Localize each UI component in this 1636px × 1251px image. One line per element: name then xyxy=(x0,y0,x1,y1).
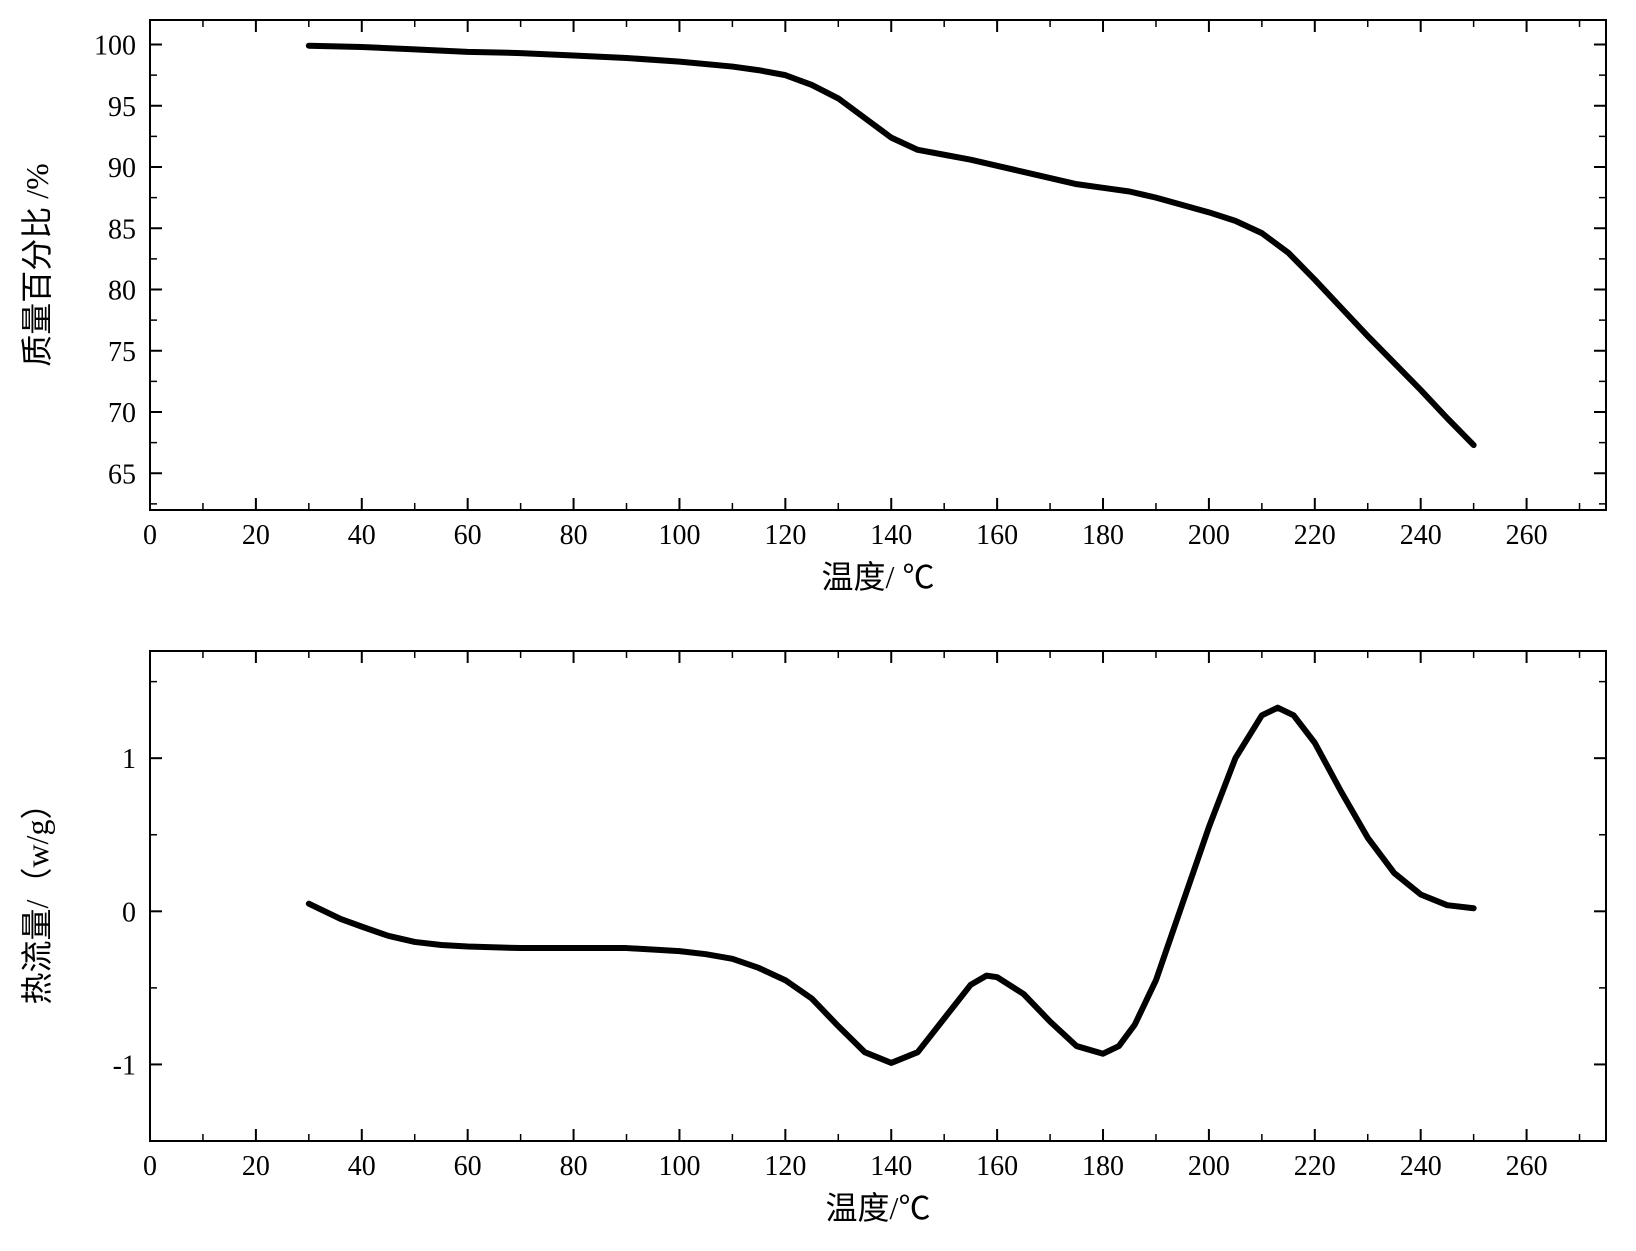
dsc-x-ticks xyxy=(150,651,1580,1141)
dsc-panel: 0 20 40 60 80 100 120 140 160 180 200 220 240 260 -1 0… xyxy=(0,626,1636,1251)
svg-text:80: 80 xyxy=(108,276,136,307)
tga-x-tick-labels: 0 20 40 60 80 100 120 140 160 180 200 220 240 260 xyxy=(143,520,1548,551)
svg-text:95: 95 xyxy=(108,92,136,123)
dsc-y-axis-title: 热流量/（w/g） xyxy=(19,787,55,1004)
dsc-x-axis-title: 温度/℃ xyxy=(826,1190,931,1226)
dsc-plot-border xyxy=(150,651,1606,1141)
svg-text:180: 180 xyxy=(1082,520,1124,551)
svg-text:80: 80 xyxy=(560,1151,588,1182)
dsc-y-ticks xyxy=(150,681,1606,1140)
svg-text:220: 220 xyxy=(1294,1151,1336,1182)
svg-text:120: 120 xyxy=(764,520,806,551)
svg-text:200: 200 xyxy=(1188,1151,1230,1182)
svg-text:0: 0 xyxy=(143,520,157,551)
svg-text:100: 100 xyxy=(658,520,700,551)
dsc-y-tick-labels: -1 0 1 xyxy=(113,744,136,1081)
chart-stack: 020406080100120140160180200220240260 657… xyxy=(0,0,1636,1251)
svg-text:65: 65 xyxy=(108,459,136,490)
tga-panel: 0 20 40 60 80 100 120 140 160 180 200 220 240 260 65 7… xyxy=(0,0,1636,626)
svg-text:20: 20 xyxy=(242,520,270,551)
svg-text:-1: -1 xyxy=(113,1050,136,1081)
tga-svg: 0 20 40 60 80 100 120 140 160 180 200 220 240 260 65 7… xyxy=(0,0,1636,625)
svg-text:60: 60 xyxy=(454,1151,482,1182)
svg-text:1: 1 xyxy=(122,744,136,775)
svg-text:120: 120 xyxy=(764,1151,806,1182)
svg-text:180: 180 xyxy=(1082,1151,1124,1182)
svg-text:100: 100 xyxy=(94,31,136,62)
tga-plot-border xyxy=(150,20,1606,510)
dsc-series-line xyxy=(309,707,1474,1062)
tga-series-line xyxy=(309,46,1474,445)
svg-text:60: 60 xyxy=(454,520,482,551)
svg-text:40: 40 xyxy=(348,1151,376,1182)
svg-text:90: 90 xyxy=(108,153,136,184)
svg-text:140: 140 xyxy=(870,520,912,551)
svg-text:260: 260 xyxy=(1506,1151,1548,1182)
svg-text:75: 75 xyxy=(108,337,136,368)
svg-text:70: 70 xyxy=(108,398,136,429)
svg-text:220: 220 xyxy=(1294,520,1336,551)
svg-text:0: 0 xyxy=(143,1151,157,1182)
svg-text:160: 160 xyxy=(976,1151,1018,1182)
tga-x-ticks xyxy=(150,20,1580,510)
svg-text:100: 100 xyxy=(658,1151,700,1182)
tga-y-axis-title: 质量百分比 /% xyxy=(19,163,55,367)
tga-x-axis-title: 温度/ ℃ xyxy=(822,559,935,595)
svg-text:260: 260 xyxy=(1506,520,1548,551)
svg-text:200: 200 xyxy=(1188,520,1230,551)
svg-text:160: 160 xyxy=(976,520,1018,551)
tga-y-tick-labels: 65 70 75 80 85 90 95 100 xyxy=(94,31,136,491)
svg-text:20: 20 xyxy=(242,1151,270,1182)
tga-y-ticks xyxy=(150,45,1606,504)
dsc-svg: 0 20 40 60 80 100 120 140 160 180 200 220 240 260 -1 0… xyxy=(0,626,1636,1251)
svg-text:240: 240 xyxy=(1400,1151,1442,1182)
svg-text:240: 240 xyxy=(1400,520,1442,551)
svg-text:85: 85 xyxy=(108,214,136,245)
svg-text:140: 140 xyxy=(870,1151,912,1182)
dsc-x-tick-labels: 0 20 40 60 80 100 120 140 160 180 200 220 240 260 xyxy=(143,1151,1548,1182)
svg-text:40: 40 xyxy=(348,520,376,551)
svg-text:80: 80 xyxy=(560,520,588,551)
svg-text:0: 0 xyxy=(122,897,136,928)
